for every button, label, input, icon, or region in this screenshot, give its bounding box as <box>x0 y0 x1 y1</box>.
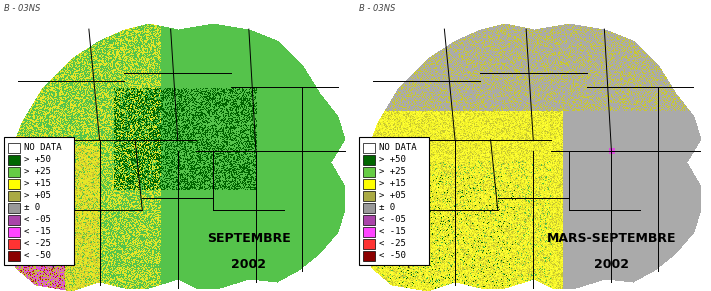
Text: < -05: < -05 <box>24 216 51 224</box>
Bar <box>8 167 20 177</box>
Text: < -50: < -50 <box>24 251 51 260</box>
Text: ± 0: ± 0 <box>380 203 395 212</box>
Text: < -25: < -25 <box>380 239 407 249</box>
Text: MARS-SEPTEMBRE: MARS-SEPTEMBRE <box>547 232 676 245</box>
Bar <box>4 137 74 265</box>
Bar <box>8 251 20 261</box>
Text: < -05: < -05 <box>380 216 407 224</box>
Text: > +15: > +15 <box>380 180 407 189</box>
Text: < -50: < -50 <box>380 251 407 260</box>
Bar <box>363 143 375 153</box>
Bar <box>363 251 375 261</box>
Text: > +50: > +50 <box>380 155 407 164</box>
Text: < -15: < -15 <box>380 228 407 237</box>
Text: NO DATA: NO DATA <box>380 143 417 152</box>
Bar <box>363 191 375 201</box>
Text: 2002: 2002 <box>594 258 629 271</box>
Bar <box>363 215 375 225</box>
Bar <box>363 167 375 177</box>
Bar <box>8 203 20 213</box>
Bar <box>363 203 375 213</box>
Bar <box>360 137 429 265</box>
Text: > +25: > +25 <box>24 168 51 177</box>
Text: > +25: > +25 <box>380 168 407 177</box>
Text: > +15: > +15 <box>24 180 51 189</box>
Bar <box>363 179 375 189</box>
Text: ± 0: ± 0 <box>24 203 40 212</box>
Bar <box>8 179 20 189</box>
Bar <box>8 191 20 201</box>
Bar <box>363 239 375 249</box>
Bar <box>8 227 20 237</box>
Text: > +50: > +50 <box>24 155 51 164</box>
Text: B - 03NS: B - 03NS <box>360 4 396 13</box>
Bar <box>8 215 20 225</box>
Text: SEPTEMBRE: SEPTEMBRE <box>207 232 291 245</box>
Text: 2002: 2002 <box>231 258 267 271</box>
Bar <box>363 227 375 237</box>
Text: B - 03NS: B - 03NS <box>4 4 41 13</box>
Text: NO DATA: NO DATA <box>24 143 62 152</box>
Text: > +05: > +05 <box>24 191 51 200</box>
Bar <box>363 155 375 165</box>
Bar <box>8 143 20 153</box>
Text: < -25: < -25 <box>24 239 51 249</box>
Text: > +05: > +05 <box>380 191 407 200</box>
Text: < -15: < -15 <box>24 228 51 237</box>
Bar <box>8 155 20 165</box>
Bar <box>8 239 20 249</box>
